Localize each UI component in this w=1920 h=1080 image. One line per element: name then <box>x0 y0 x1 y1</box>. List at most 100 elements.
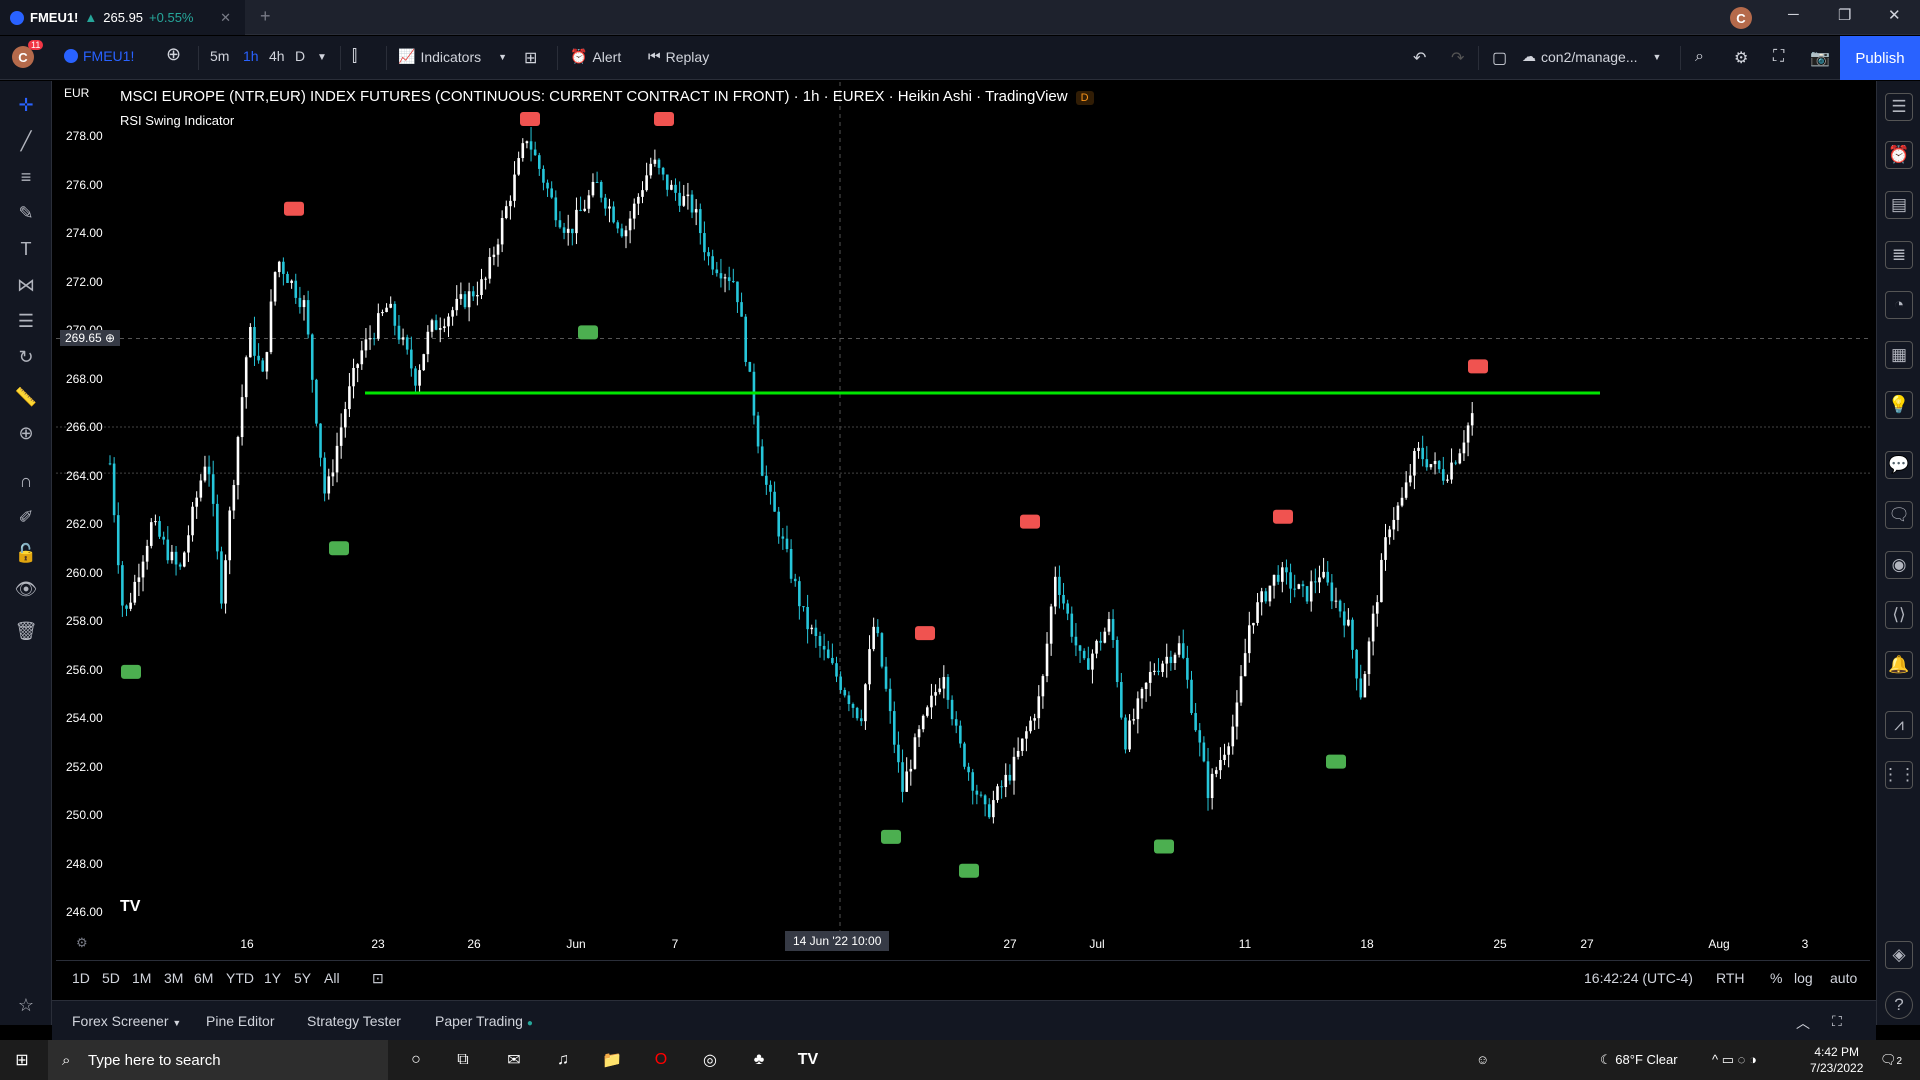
tradingview-logo[interactable]: TV <box>120 898 141 915</box>
range-6m[interactable]: 6M <box>194 970 214 986</box>
templates-icon[interactable]: ⊞ <box>524 50 538 67</box>
auto-toggle[interactable]: auto <box>1830 970 1858 986</box>
tf-5m[interactable]: 5m <box>210 48 230 64</box>
pattern-icon[interactable]: ⋈ <box>17 274 35 295</box>
text-icon[interactable]: T <box>20 238 32 259</box>
tf-d[interactable]: D <box>295 48 306 64</box>
replay-button[interactable]: ⏮ Replay <box>648 48 709 65</box>
percent-toggle[interactable]: % <box>1770 970 1783 986</box>
zoom-icon[interactable]: ⊕ <box>18 422 34 443</box>
alert-button[interactable]: ⏰ Alert <box>570 48 621 65</box>
range-1m[interactable]: 1M <box>132 970 152 986</box>
compare-add-icon[interactable]: ⊕ <box>166 44 182 64</box>
log-toggle[interactable]: log <box>1794 970 1813 986</box>
app-icon[interactable]: ♣ <box>753 1051 765 1068</box>
redo-icon[interactable]: ↷ <box>1451 50 1465 67</box>
price-chart[interactable] <box>56 82 1870 957</box>
streams-icon[interactable]: ◉ <box>1885 551 1913 579</box>
tab-strategy-tester[interactable]: Strategy Tester <box>307 1013 401 1029</box>
tab-forex-screener[interactable]: Forex Screener ▼ <box>72 1013 181 1029</box>
music-icon[interactable]: ♫ <box>557 1051 569 1068</box>
camera-icon[interactable]: 📷 <box>1810 50 1830 67</box>
tradingview-taskbar-icon[interactable]: TV <box>797 1051 819 1068</box>
clock-time[interactable]: 16:42:24 (UTC-4) <box>1584 970 1693 986</box>
broadcast-icon[interactable]: ⟨⟩ <box>1885 601 1913 629</box>
ruler-icon[interactable]: 📏 <box>14 386 38 407</box>
restore-icon[interactable]: ❐ <box>1838 7 1852 24</box>
cortana-icon[interactable]: ○ <box>411 1051 421 1068</box>
tab-paper-trading[interactable]: Paper Trading ● <box>435 1013 533 1029</box>
maximize-panel-icon[interactable]: ⛶ <box>1832 1013 1842 1029</box>
chart-pane[interactable] <box>56 82 1870 957</box>
publish-button[interactable]: Publish <box>1840 36 1920 80</box>
search-icon[interactable]: ⌕ <box>1695 48 1704 65</box>
news-icon[interactable]: ▤ <box>1885 191 1913 219</box>
crosshair-icon[interactable]: ✛ <box>18 94 34 115</box>
horizontal-lines-icon[interactable]: ≡ <box>20 166 32 187</box>
taskbar-clock[interactable]: 4:42 PM 7/23/2022 <box>1810 1044 1863 1076</box>
account-avatar[interactable]: C <box>1730 7 1752 29</box>
range-3m[interactable]: 3M <box>164 970 184 986</box>
symbol-search[interactable]: FMEU1! <box>64 48 134 64</box>
eye-icon[interactable]: 👁 <box>14 578 38 599</box>
tf-1h[interactable]: 1h <box>243 48 259 64</box>
cursor-reset-icon[interactable]: ↻ <box>18 346 34 367</box>
calendar-icon[interactable]: ▦ <box>1885 341 1913 369</box>
range-all[interactable]: All <box>324 970 340 986</box>
chevron-down-icon[interactable]: ▼ <box>317 52 327 63</box>
star-icon[interactable]: ☆ <box>17 994 35 1015</box>
user-menu[interactable]: C 11 <box>12 40 44 68</box>
pen-icon[interactable]: ✎ <box>18 202 34 223</box>
weather[interactable]: ☾ 68°F Clear <box>1600 1052 1678 1068</box>
file-explorer-icon[interactable]: 📁 <box>602 1052 622 1069</box>
undo-icon[interactable]: ↶ <box>1413 50 1427 67</box>
ideas-icon[interactable]: 💡 <box>1885 391 1913 419</box>
range-1d[interactable]: 1D <box>72 970 90 986</box>
stay-drawing-icon[interactable]: ✐ <box>18 506 34 527</box>
notifications-icon[interactable]: 🔔 <box>1885 651 1913 679</box>
lock-icon[interactable]: 🔓 <box>14 542 38 563</box>
notification-center[interactable]: 🗨2 <box>1880 1052 1902 1068</box>
range-1y[interactable]: 1Y <box>264 970 282 986</box>
opera-icon[interactable]: O <box>654 1051 668 1068</box>
windows-start-icon[interactable]: ⊞ <box>15 1052 29 1069</box>
add-alert-icon[interactable]: ⊕ <box>105 331 116 345</box>
indicators-button[interactable]: 📈 Indicators ▼ <box>398 48 507 65</box>
minimize-icon[interactable]: ─ <box>1788 6 1799 23</box>
chats-icon[interactable]: 💬 <box>1885 451 1913 479</box>
trash-icon[interactable]: 🗑 <box>14 620 38 641</box>
people-icon[interactable]: ☺ <box>1476 1052 1490 1067</box>
trendline-icon[interactable]: ╱ <box>20 130 32 151</box>
help-icon[interactable]: ? <box>1885 991 1913 1019</box>
settings-gear-icon[interactable]: ⚙ <box>76 935 88 950</box>
close-tab-icon[interactable]: ✕ <box>220 9 231 25</box>
candle-type-icon[interactable]: ⫿ <box>352 48 358 65</box>
collapse-panel-icon[interactable]: ︿ <box>1796 1015 1810 1031</box>
magnet-icon[interactable]: ∩ <box>19 470 33 491</box>
layout-square-icon[interactable]: ▢ <box>1492 50 1508 67</box>
hotlist-icon[interactable]: ◔ <box>1885 291 1913 319</box>
watchlist-icon[interactable]: ☰ <box>1885 93 1913 121</box>
tf-4h[interactable]: 4h <box>269 48 285 64</box>
tab-pine-editor[interactable]: Pine Editor <box>206 1013 275 1029</box>
data-window-icon[interactable]: ≣ <box>1885 241 1913 269</box>
fullscreen-icon[interactable]: ⛶ <box>1773 48 1785 65</box>
close-window-icon[interactable]: ✕ <box>1888 7 1901 24</box>
taskbar-search[interactable]: ⌕ Type here to search <box>48 1040 388 1080</box>
layers-icon[interactable]: ◈ <box>1885 941 1913 969</box>
new-tab-icon[interactable]: + <box>260 6 271 26</box>
range-5y[interactable]: 5Y <box>294 970 312 986</box>
messages-icon[interactable]: 🗨 <box>1885 501 1913 529</box>
session-rth[interactable]: RTH <box>1716 970 1745 986</box>
chrome-icon[interactable]: ◎ <box>703 1052 717 1069</box>
alarm-clock-icon[interactable]: ⏰ <box>1885 141 1913 169</box>
range-ytd[interactable]: YTD <box>226 970 254 986</box>
dom-icon[interactable]: ⋮⋮ <box>1882 761 1916 789</box>
browser-tab[interactable]: FMEU1! ▲ 265.95 +0.55% ✕ <box>0 0 245 35</box>
gear-icon[interactable]: ⚙ <box>1734 50 1749 67</box>
tray-icons[interactable]: ^ ▭ ◌ ◑ <box>1712 1052 1757 1067</box>
task-view-icon[interactable]: ⧉ <box>457 1051 469 1068</box>
fib-icon[interactable]: ☰ <box>17 310 35 331</box>
currency-selector[interactable]: EUR <box>64 86 90 100</box>
trading-panel-icon[interactable]: ⩘ <box>1885 711 1913 739</box>
